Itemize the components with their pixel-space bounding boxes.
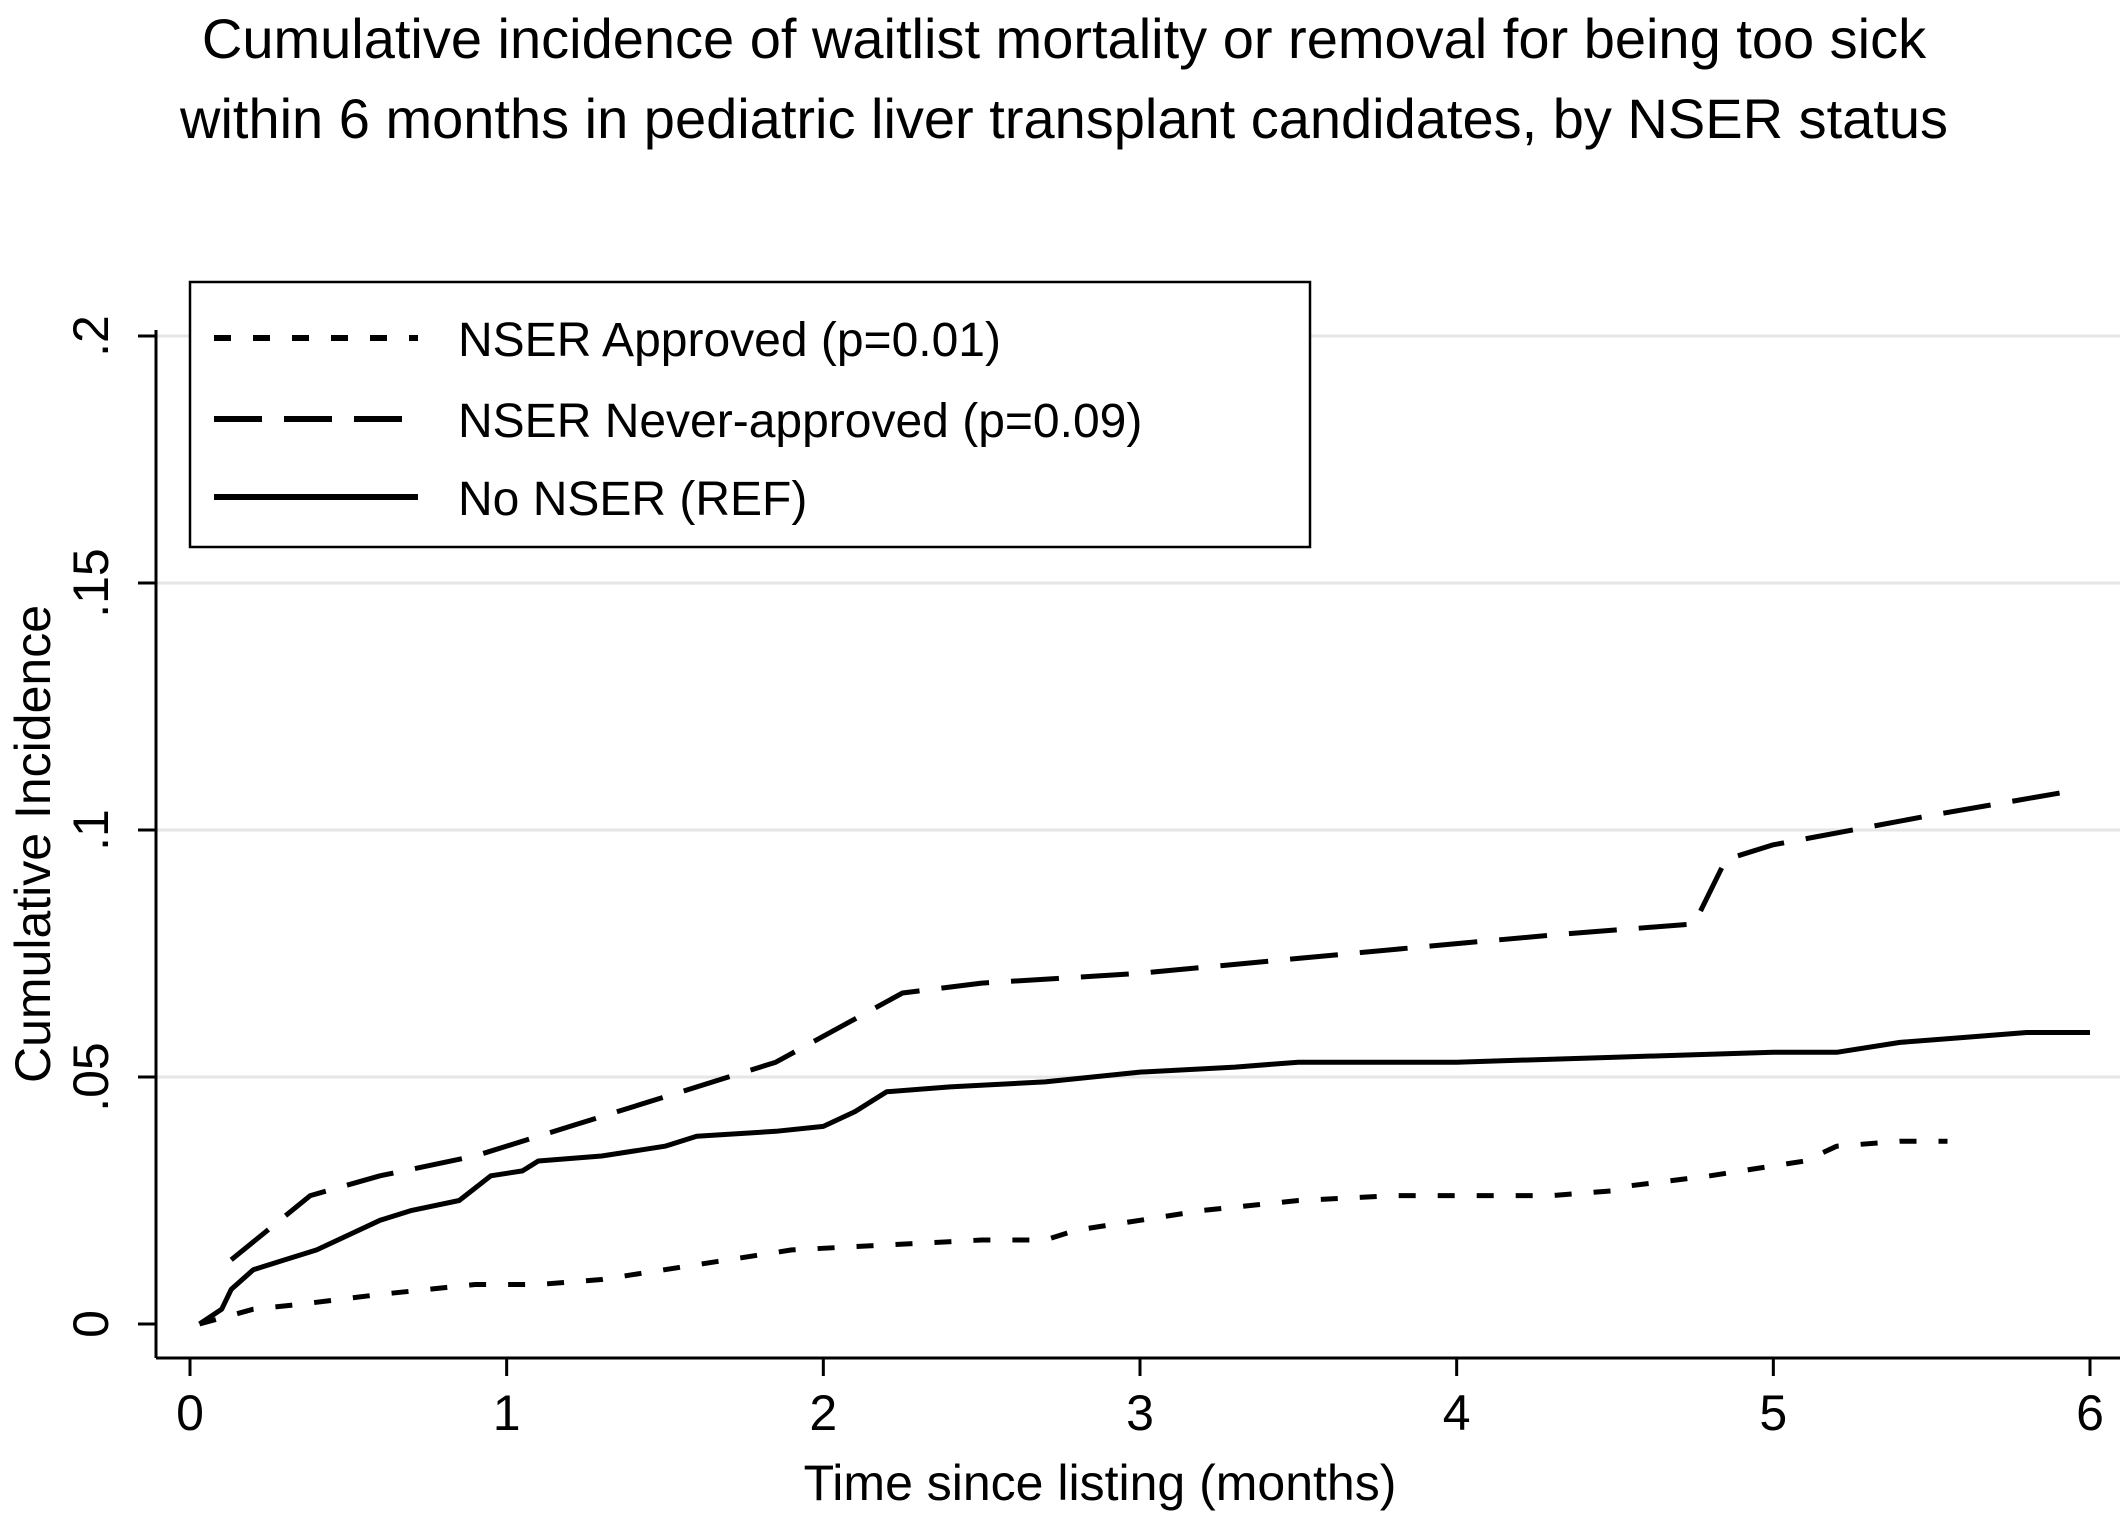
x-tick-label-6: 6 xyxy=(2076,1385,2104,1441)
legend-label-nser-never-approved: NSER Never-approved (p=0.09) xyxy=(458,395,1142,448)
legend: NSER Approved (p=0.01) NSER Never-approv… xyxy=(188,280,1312,549)
y-tick-label-3: .15 xyxy=(63,548,119,618)
x-axis-label: Time since listing (months) xyxy=(804,1455,1397,1511)
y-ticks: 0 .05 .1 .15 .2 xyxy=(63,315,156,1338)
x-tick-label-0: 0 xyxy=(176,1385,204,1441)
y-tick-label-4: .2 xyxy=(63,315,119,357)
legend-label-no-nser: No NSER (REF) xyxy=(458,473,807,526)
y-tick-label-0: 0 xyxy=(63,1310,119,1338)
series-no-nser xyxy=(198,1030,2090,1327)
legend-label-nser-approved: NSER Approved (p=0.01) xyxy=(458,314,1001,367)
chart-title-line-2: within 6 months in pediatric liver trans… xyxy=(179,87,1948,150)
series-nser-never-approved xyxy=(229,788,2075,1262)
series-group xyxy=(198,788,2090,1327)
axes xyxy=(154,330,2120,1360)
x-tick-label-4: 4 xyxy=(1443,1385,1471,1441)
y-axis-label: Cumulative Incidence xyxy=(5,605,61,1083)
x-tick-label-3: 3 xyxy=(1126,1385,1154,1441)
x-tick-label-2: 2 xyxy=(809,1385,837,1441)
y-tick-label-2: .1 xyxy=(63,809,119,851)
chart-title-line-1: Cumulative incidence of waitlist mortali… xyxy=(202,7,1927,70)
x-tick-label-5: 5 xyxy=(1759,1385,1787,1441)
y-tick-label-1: .05 xyxy=(63,1042,119,1112)
x-tick-label-1: 1 xyxy=(493,1385,521,1441)
x-ticks: 0 1 2 3 4 5 6 xyxy=(176,1358,2104,1441)
legend-box xyxy=(188,280,1312,549)
